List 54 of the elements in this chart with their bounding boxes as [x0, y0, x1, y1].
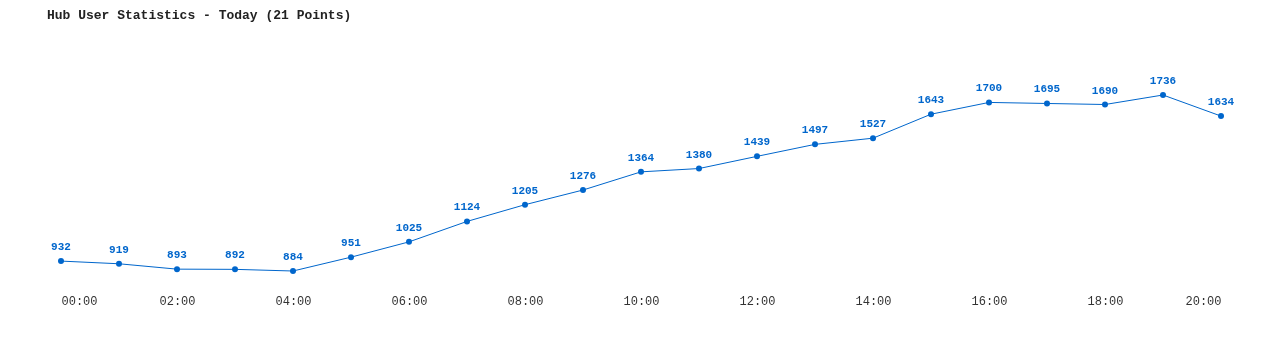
x-tick-label: 00:00 — [61, 294, 98, 309]
data-label: 892 — [225, 249, 245, 262]
data-label: 1634 — [1207, 96, 1235, 109]
x-tick-label: 08:00 — [507, 294, 544, 309]
point — [464, 218, 470, 225]
data-label: 1124 — [453, 201, 481, 214]
data-label: 1700 — [975, 82, 1003, 95]
point — [986, 99, 992, 106]
data-label: 1025 — [395, 221, 423, 234]
point — [348, 254, 354, 261]
data-label: 1736 — [1149, 75, 1177, 87]
point — [580, 187, 586, 194]
point — [638, 168, 644, 175]
data-label: 1380 — [685, 148, 713, 161]
point — [812, 141, 818, 148]
data-label: 1497 — [801, 124, 829, 137]
point — [1044, 100, 1050, 107]
point — [116, 260, 122, 267]
x-tick-label: 12:00 — [739, 294, 776, 309]
point — [870, 135, 876, 142]
data-label: 884 — [283, 251, 304, 263]
point — [174, 266, 180, 273]
point — [1218, 113, 1224, 120]
data-label: 1439 — [743, 136, 771, 149]
point — [232, 266, 238, 273]
data-label: 1364 — [627, 151, 655, 164]
data-label: 1643 — [917, 94, 945, 107]
point — [406, 238, 412, 245]
data-label: 1695 — [1033, 83, 1061, 96]
point — [754, 153, 760, 160]
x-tick-label: 18:00 — [1087, 294, 1124, 309]
point — [522, 201, 528, 208]
x-tick-label: 14:00 — [855, 294, 892, 309]
x-tick-label: 20:00 — [1185, 294, 1222, 309]
point — [928, 111, 934, 118]
data-label: 893 — [167, 249, 188, 262]
x-tick-label: 04:00 — [275, 294, 312, 309]
point — [58, 258, 64, 265]
data-label: 919 — [109, 243, 129, 256]
data-label: 1205 — [511, 184, 539, 197]
x-tick-label: 06:00 — [391, 294, 428, 309]
data-label: 951 — [341, 237, 362, 250]
x-tick-label: 10:00 — [623, 294, 660, 309]
point — [1160, 92, 1166, 98]
point — [696, 165, 702, 172]
chart-title: Hub User Statistics - Today (21 Points) — [47, 8, 352, 23]
data-label: 1276 — [569, 170, 597, 183]
x-tick-label: 16:00 — [971, 294, 1008, 309]
data-label: 1527 — [859, 118, 887, 131]
data-label: 1690 — [1091, 84, 1119, 97]
point — [290, 268, 296, 274]
x-tick-label: 02:00 — [159, 294, 196, 309]
point — [1102, 101, 1108, 108]
data-label: 932 — [51, 241, 71, 254]
